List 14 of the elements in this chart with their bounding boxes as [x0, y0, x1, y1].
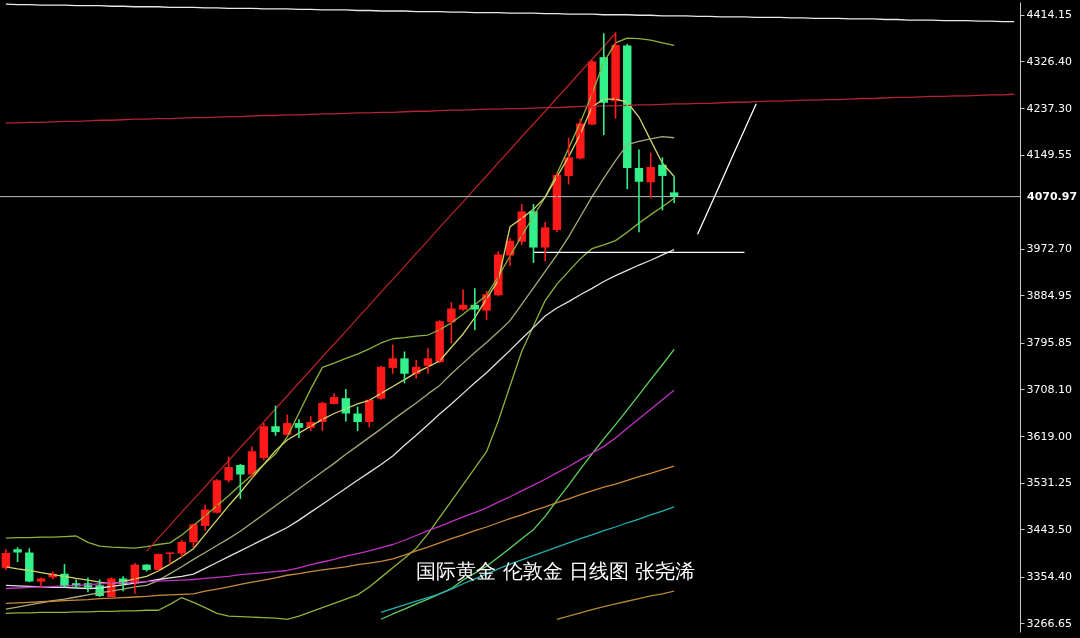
y-tick-label: 3619.00: [1026, 429, 1072, 443]
y-tick-label: 4414.15: [1026, 8, 1072, 22]
ref-line-label: 4070.97: [1027, 189, 1078, 203]
y-tick-label: 3354.40: [1026, 570, 1072, 584]
y-tick-label: 3443.50: [1026, 522, 1072, 536]
y-tick-label: 3531.25: [1026, 476, 1072, 490]
y-tick-label: 4326.40: [1026, 54, 1072, 68]
y-tick-label: 3266.65: [1026, 616, 1072, 630]
y-tick-label: 3795.85: [1026, 336, 1072, 350]
y-tick-label: 3884.95: [1026, 288, 1072, 302]
y-tick-label: 3972.70: [1026, 242, 1072, 256]
y-tick-label: 4237.30: [1026, 101, 1072, 115]
y-tick-label: 4149.55: [1026, 148, 1072, 162]
y-tick-label: 3708.10: [1026, 382, 1072, 396]
